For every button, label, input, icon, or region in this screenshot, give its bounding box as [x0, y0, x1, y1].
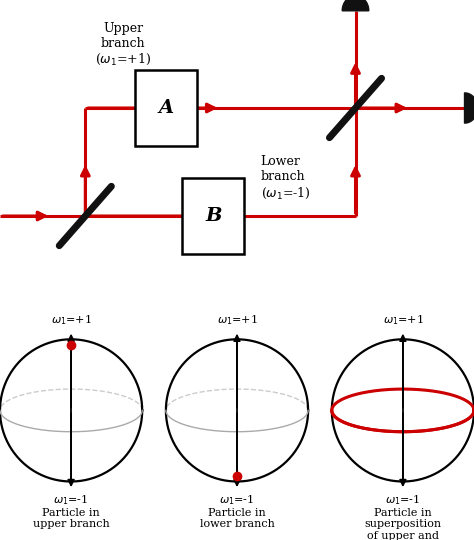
Text: $\omega_1$=-1: $\omega_1$=-1 — [54, 494, 89, 507]
Text: $\omega_1$=-1: $\omega_1$=-1 — [385, 494, 420, 507]
Text: $\omega_1$=-1: $\omega_1$=-1 — [219, 494, 255, 507]
FancyBboxPatch shape — [182, 178, 244, 254]
FancyBboxPatch shape — [135, 70, 197, 146]
Text: $\omega_1$=+1: $\omega_1$=+1 — [51, 314, 91, 327]
Polygon shape — [465, 93, 474, 123]
Text: Particle in
superposition
of upper and
lower branches: Particle in superposition of upper and l… — [359, 508, 447, 540]
Text: Particle in
upper branch: Particle in upper branch — [33, 508, 109, 529]
Text: Lower
branch
($\omega_1$=-1): Lower branch ($\omega_1$=-1) — [261, 156, 310, 201]
Text: A: A — [158, 99, 173, 117]
Text: Upper
branch
($\omega_1$=+1): Upper branch ($\omega_1$=+1) — [95, 22, 151, 67]
Polygon shape — [342, 0, 369, 11]
Text: Particle in
lower branch: Particle in lower branch — [200, 508, 274, 529]
Text: $\omega_1$=+1: $\omega_1$=+1 — [217, 314, 257, 327]
Text: B: B — [205, 207, 221, 225]
Text: $\omega_1$=+1: $\omega_1$=+1 — [383, 314, 423, 327]
